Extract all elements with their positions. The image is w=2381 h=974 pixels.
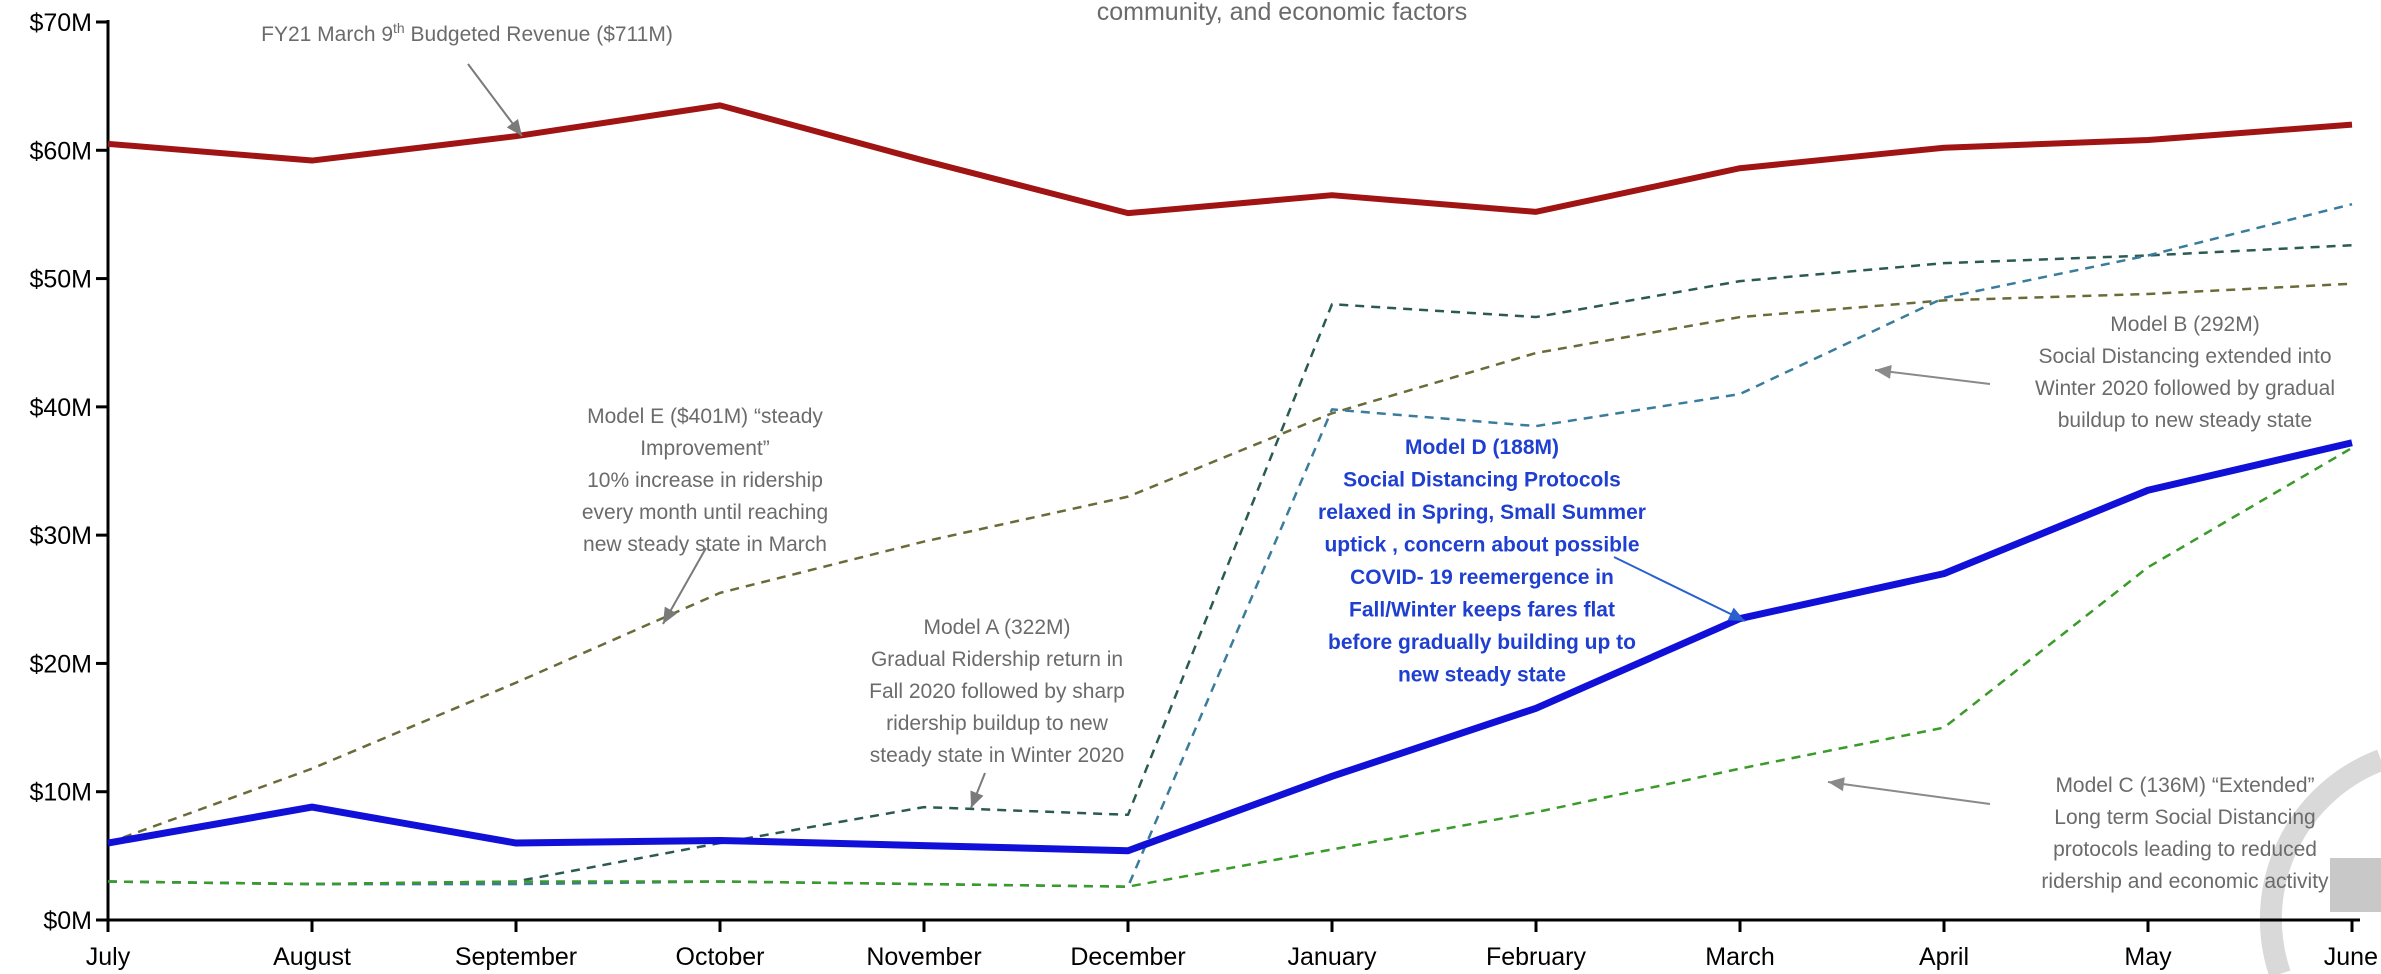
x-tick-label: October bbox=[676, 943, 765, 971]
series-line-modelA bbox=[107, 243, 2353, 886]
x-tick-label: April bbox=[1919, 943, 1969, 971]
annotations: FY21 March 9th Budgeted Revenue ($711M) M… bbox=[261, 20, 2335, 893]
x-tick-label: June bbox=[2324, 943, 2378, 971]
y-tick-label: $30M bbox=[29, 522, 92, 550]
annotation-modelA-line: Gradual Ridership return in bbox=[871, 648, 1123, 671]
y-tick-label: $20M bbox=[29, 650, 92, 678]
x-tick-label: January bbox=[1288, 943, 1377, 971]
annotation-modelE-line: Model E ($401M) “steady bbox=[587, 405, 823, 428]
y-tick-label: $50M bbox=[29, 266, 92, 294]
annotation-modelA-line: ridership buildup to new bbox=[886, 712, 1109, 735]
model-b-arrow-head bbox=[1875, 364, 1892, 379]
y-tick-label: $10M bbox=[29, 779, 92, 807]
series-lines bbox=[107, 102, 2353, 888]
annotation-modelC-line: ridership and economic activity bbox=[2041, 870, 2329, 893]
model-d-arrow bbox=[1613, 556, 1746, 622]
annotation-modelB-line: Model B (292M) bbox=[2110, 313, 2259, 336]
annotation-modelA-line: Fall 2020 followed by sharp bbox=[869, 680, 1125, 703]
model-c-arrow bbox=[1827, 781, 1991, 805]
corner-logo-icon bbox=[2259, 749, 2381, 974]
annotation-modelD-line: Fall/Winter keeps fares flat bbox=[1349, 599, 1615, 622]
annotation-modelB-line: buildup to new steady state bbox=[2058, 409, 2313, 432]
annotation-modelB-line: Winter 2020 followed by gradual bbox=[2035, 377, 2335, 400]
annotation-modelE-line: 10% increase in ridership bbox=[587, 469, 823, 492]
annotation-modelE-line: new steady state in March bbox=[583, 533, 827, 556]
model-b-arrow bbox=[1874, 369, 1991, 385]
model-e-arrow-head bbox=[663, 606, 677, 624]
x-tick-label: August bbox=[273, 943, 351, 971]
y-ticks: $0M $10M $20M $30M $40M $50M $60M $70M bbox=[29, 9, 108, 935]
x-ticks: July August September October November Decemb… bbox=[86, 920, 2378, 971]
annotation-modelD-line: uptick , concern about possible bbox=[1324, 534, 1639, 557]
annotation-arrows bbox=[467, 63, 1991, 809]
annotation-modelB-line: Social Distancing extended into bbox=[2038, 345, 2331, 368]
annotation-modelA-line: steady state in Winter 2020 bbox=[870, 744, 1124, 767]
axes bbox=[106, 20, 2360, 922]
y-tick-label: $40M bbox=[29, 394, 92, 422]
y-tick-label: $70M bbox=[29, 9, 92, 37]
annotation-modelA-line: Model A (322M) bbox=[923, 616, 1070, 639]
annotation-modelC-line: Long term Social Distancing bbox=[2054, 806, 2315, 829]
x-tick-label: November bbox=[866, 943, 981, 971]
model-a-arrow-head bbox=[970, 790, 984, 808]
annotation-modelD-line: new steady state bbox=[1398, 664, 1566, 687]
annotation-modelD-line: Model D (188M) bbox=[1405, 436, 1559, 459]
annotation-modelD-line: before gradually building up to bbox=[1328, 631, 1636, 654]
series-line-modelC bbox=[107, 446, 2353, 888]
series-line-modelE bbox=[107, 282, 2353, 845]
x-tick-label: July bbox=[86, 943, 131, 971]
annotation-modelE-line: Improvement” bbox=[640, 437, 770, 460]
x-tick-label: September bbox=[455, 943, 577, 971]
y-tick-label: $0M bbox=[43, 907, 92, 935]
x-tick-label: December bbox=[1070, 943, 1185, 971]
annotation-modelD-line: COVID- 19 reemergence in bbox=[1350, 566, 1614, 589]
annotation-budget-line: FY21 March 9th Budgeted Revenue ($711M) bbox=[261, 20, 673, 46]
annotation-modelE-line: every month until reaching bbox=[582, 501, 828, 524]
chart-subtitle: community, and economic factors bbox=[1097, 0, 1468, 26]
annotation-modelC-line: protocols leading to reduced bbox=[2053, 838, 2317, 861]
series-line-budget bbox=[107, 102, 2353, 217]
annotation-modelC-line: Model C (136M) “Extended” bbox=[2055, 774, 2314, 797]
budget-arrow-head bbox=[506, 119, 522, 136]
model-d-arrow-head bbox=[1727, 607, 1745, 621]
series-line-modelB bbox=[107, 202, 2353, 888]
y-tick-label: $60M bbox=[29, 137, 92, 165]
annotation-modelD-line: relaxed in Spring, Small Summer bbox=[1318, 501, 1646, 524]
x-tick-label: February bbox=[1486, 943, 1587, 971]
annotation-modelD-line: Social Distancing Protocols bbox=[1343, 469, 1621, 492]
x-tick-label: March bbox=[1705, 943, 1774, 971]
series-line-modelD bbox=[107, 439, 2353, 855]
x-tick-label: May bbox=[2124, 943, 2172, 971]
model-c-arrow-head bbox=[1828, 777, 1845, 792]
